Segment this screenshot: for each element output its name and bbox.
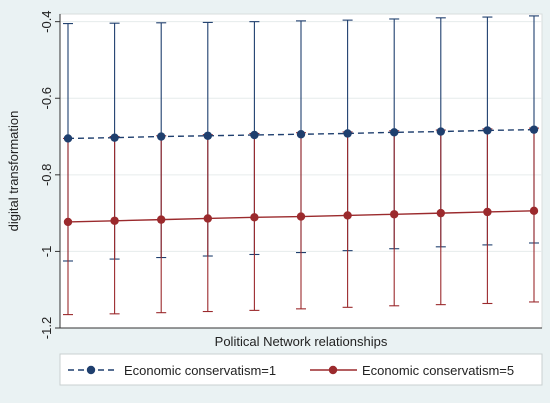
data-point (343, 129, 352, 138)
data-point (296, 130, 306, 139)
data-point (390, 128, 399, 137)
data-point (63, 217, 73, 227)
data-point (296, 212, 306, 221)
legend-box (59, 353, 543, 386)
data-point (110, 133, 119, 142)
y-axis-ticks: -1.2 -1 -0.8 -0.6 -0.4 (39, 10, 60, 339)
data-point (250, 130, 259, 140)
y-tick-label: -0.4 (39, 10, 54, 32)
data-point (203, 214, 212, 223)
data-point (529, 206, 539, 216)
y-tick-label: -0.6 (39, 87, 54, 109)
y-tick-label: -1 (39, 246, 54, 258)
legend: Economic conservatism=1 Economic conserv… (59, 353, 543, 386)
data-point (436, 208, 445, 218)
legend-marker-dot-2 (328, 365, 338, 375)
legend-label-2: Economic conservatism=5 (362, 363, 514, 378)
data-point (63, 134, 73, 143)
data-point (483, 207, 492, 217)
data-point (390, 210, 399, 219)
series-points (63, 125, 539, 227)
data-point (250, 213, 259, 222)
y-axis-label: digital transformation (6, 111, 21, 232)
legend-marker-dot-1 (86, 365, 96, 375)
data-point (157, 215, 166, 224)
data-point (483, 126, 492, 135)
data-point (157, 132, 166, 141)
x-axis-label: Political Network relationships (215, 334, 388, 349)
data-point (203, 131, 212, 140)
y-tick-label: -0.8 (39, 164, 54, 186)
data-point (529, 125, 539, 134)
data-point (343, 211, 352, 220)
y-tick-label: -1.2 (39, 317, 54, 339)
data-point (110, 216, 119, 225)
data-point (436, 127, 445, 136)
legend-label-1: Economic conservatism=1 (124, 363, 276, 378)
